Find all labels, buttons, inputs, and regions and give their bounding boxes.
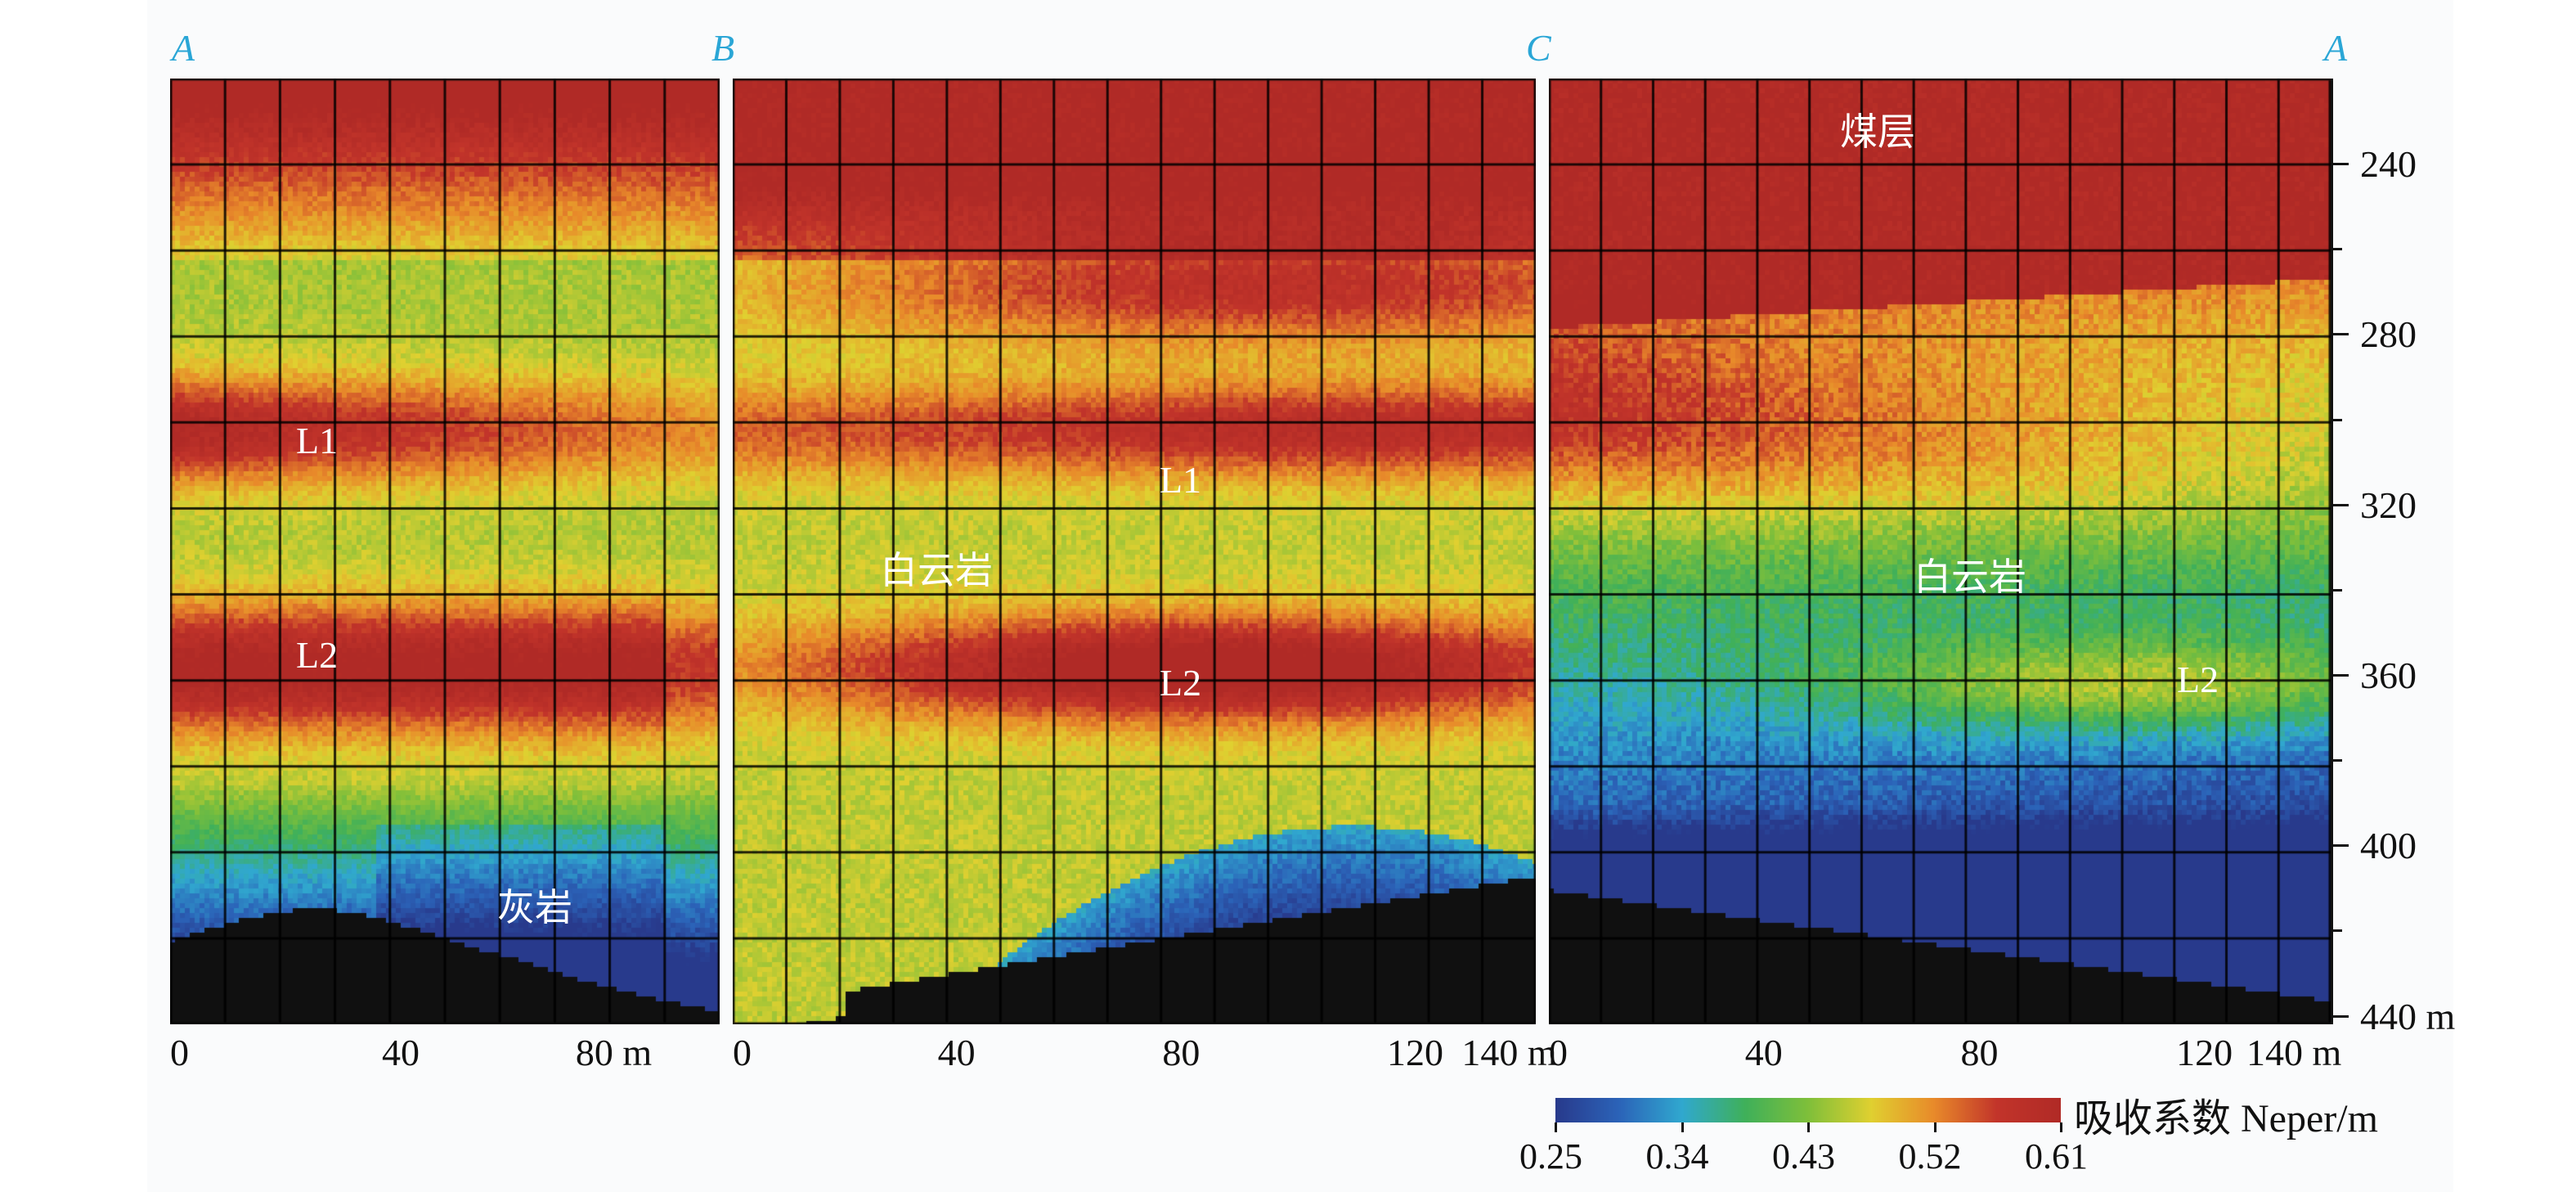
depth-tick-label: 320	[2360, 484, 2417, 526]
colorbar-tick-mark	[1933, 1122, 1936, 1132]
panel-c-a: 煤层 白云岩 L2	[1549, 79, 2331, 1024]
distance-tick-label: 0	[170, 1032, 189, 1073]
colorbar-tick-label: 0.34	[1645, 1136, 1709, 1176]
distance-tick-label: 140 m	[2246, 1032, 2342, 1073]
depth-tick-label: 400	[2360, 825, 2417, 867]
depth-minor-tick	[2331, 418, 2342, 421]
depth-tick-label: 280	[2360, 313, 2417, 356]
annotation-l1: L1	[296, 420, 339, 461]
colorbar-tick-label: 0.43	[1772, 1136, 1835, 1176]
panel-b-c: L1 白云岩 L2	[733, 79, 1536, 1024]
distance-tick-label: 80	[1162, 1032, 1200, 1073]
annotation-limestone: 灰岩	[497, 885, 572, 929]
colorbar-tick-label: 0.52	[1898, 1136, 1962, 1176]
depth-tick-mark	[2331, 503, 2349, 506]
panel-a-b-heatmap	[170, 79, 720, 1024]
distance-tick-label: 40	[937, 1032, 976, 1073]
annotation-dolomite: 白云岩	[880, 548, 993, 592]
distance-tick-label: 0	[733, 1032, 752, 1073]
depth-minor-tick	[2331, 929, 2342, 933]
depth-minor-tick	[2331, 588, 2342, 592]
colorbar-tick-label: 0.61	[2025, 1136, 2088, 1176]
corner-label-b: B	[711, 27, 735, 69]
corner-label-a-left: A	[172, 27, 195, 69]
distance-tick-label: 120	[2176, 1032, 2233, 1073]
distance-tick-label: 40	[1744, 1032, 1783, 1073]
depth-minor-tick	[2331, 759, 2342, 762]
depth-tick-mark	[2331, 163, 2349, 166]
distance-tick-label: 80	[1960, 1032, 1999, 1073]
panel-a-b: L1 L2 灰岩	[170, 79, 720, 1024]
depth-tick-label: 360	[2360, 654, 2417, 696]
colorbar-tick-mark	[1807, 1122, 1810, 1132]
distance-tick-label: 80 m	[575, 1032, 653, 1073]
distance-tick-label: 140 m	[1461, 1032, 1557, 1073]
depth-tick-label: 240	[2360, 143, 2417, 186]
tomography-figure: A B C A L1 L2 灰岩 L1 白云岩 L2 煤层 白云岩 L2 240…	[147, 0, 2456, 1192]
annotation-l2: L2	[296, 634, 339, 676]
distance-tick-label: 0	[1549, 1032, 1568, 1073]
distance-tick-label: 40	[381, 1032, 420, 1073]
corner-label-a-right: A	[2324, 27, 2348, 69]
colorbar-tick-label: 0.25	[1519, 1136, 1582, 1176]
depth-tick-mark	[2331, 674, 2349, 677]
depth-tick-mark	[2331, 333, 2349, 336]
annotation-l2: L2	[2177, 659, 2219, 700]
panel-b-c-heatmap	[733, 79, 1536, 1024]
annotation-l2: L2	[1160, 662, 1202, 704]
colorbar-tick-mark	[2060, 1122, 2062, 1132]
annotation-dolomite: 白云岩	[1914, 555, 2026, 599]
panel-c-a-heatmap	[1549, 79, 2331, 1024]
annotation-coal-seam: 煤层	[1840, 110, 1915, 154]
annotation-l1: L1	[1160, 459, 1202, 501]
distance-tick-label: 120	[1387, 1032, 1444, 1073]
depth-tick-label: 440 m	[2360, 995, 2456, 1037]
colorbar	[1555, 1098, 2061, 1122]
colorbar-title: 吸收系数 Neper/m	[2074, 1097, 2378, 1140]
colorbar-tick-mark	[1681, 1122, 1684, 1132]
colorbar-tick-mark	[1555, 1122, 1557, 1132]
corner-label-c: C	[1526, 27, 1551, 69]
depth-tick-mark	[2331, 1014, 2349, 1018]
depth-minor-tick	[2331, 248, 2342, 251]
depth-tick-mark	[2331, 844, 2349, 848]
depth-axis	[2331, 79, 2333, 1024]
